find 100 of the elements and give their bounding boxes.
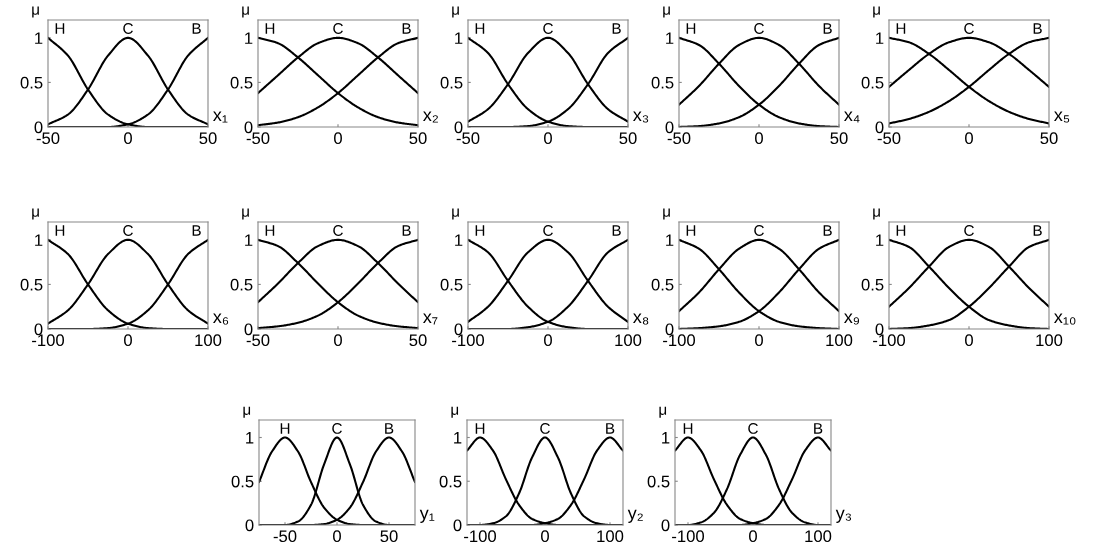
y-axis-title: μ	[659, 406, 667, 418]
x-axis-title: x₂	[423, 111, 438, 123]
x-tick-label: -100	[873, 334, 906, 347]
series-label: C	[540, 423, 550, 434]
series-label: H	[683, 423, 693, 434]
x-tick-label: -100	[464, 530, 497, 543]
series-label: H	[55, 225, 65, 236]
y-axis-title: μ	[32, 6, 39, 18]
y-axis-title: μ	[873, 208, 880, 220]
y-axis-title: μ	[242, 208, 249, 220]
x-tick-label: -50	[456, 132, 480, 145]
x-tick-label: -100	[32, 334, 65, 347]
y-tick-label: 1	[666, 234, 674, 246]
series-label: C	[123, 225, 133, 236]
x-tick-label: 0	[544, 334, 552, 347]
x-tick-label: -50	[246, 334, 270, 347]
y-tick-label: 0	[661, 519, 670, 532]
x-tick-label: 100	[1036, 334, 1063, 347]
x-tick-label: 50	[409, 334, 427, 347]
x-axis-title: x₃	[633, 111, 649, 123]
series-label: B	[402, 225, 411, 236]
y-tick-label: 0	[453, 519, 462, 532]
series-label: H	[475, 423, 485, 434]
series-label: H	[265, 225, 275, 236]
x-axis-title: y₁	[419, 509, 435, 523]
y-tick-label: 0.5	[861, 278, 884, 291]
x-axis-title: y₂	[627, 509, 643, 523]
series-label: C	[748, 423, 758, 434]
x-tick-label: 0	[124, 132, 132, 145]
y-tick-label: 1	[246, 432, 254, 444]
series-label: H	[686, 225, 696, 236]
series-label: C	[754, 225, 764, 236]
y-axis-title: μ	[452, 208, 459, 220]
series-label: B	[385, 423, 394, 434]
y-tick-label: 0	[244, 121, 253, 134]
y-axis-title: μ	[243, 406, 251, 418]
series-label: H	[686, 23, 696, 34]
y-tick-label: 0	[454, 323, 463, 336]
x-tick-label: 50	[619, 132, 637, 145]
series-label: H	[475, 225, 485, 236]
series-label: H	[55, 23, 65, 34]
y-axis-title: μ	[873, 6, 880, 18]
x-tick-label: 0	[755, 132, 763, 145]
x-tick-label: 0	[541, 530, 549, 543]
x-tick-label: -100	[663, 334, 696, 347]
x-axis-title: x₅	[1054, 111, 1070, 123]
y-tick-label: 0	[875, 121, 884, 134]
y-tick-label: 0	[665, 323, 674, 336]
y-tick-label: 1	[245, 32, 253, 44]
series-label: H	[896, 225, 906, 236]
y-tick-label: 1	[876, 234, 884, 246]
y-tick-label: 0	[245, 519, 254, 532]
y-axis-title: μ	[663, 208, 670, 220]
series-label: H	[265, 23, 275, 34]
x-axis-title: x₇	[423, 313, 438, 325]
x-tick-label: -50	[36, 132, 60, 145]
series-label: H	[896, 23, 906, 34]
y-tick-label: 0	[875, 323, 884, 336]
series-label: C	[123, 23, 133, 34]
y-axis-title: μ	[663, 6, 670, 18]
y-tick-label: 0.5	[231, 475, 254, 488]
x-axis-title: x₆	[213, 313, 229, 325]
series-label: B	[823, 23, 832, 34]
x-tick-label: 50	[830, 132, 848, 145]
y-tick-label: 0	[244, 323, 253, 336]
y-axis-title: μ	[32, 208, 39, 220]
y-tick-label: 0	[665, 121, 674, 134]
x-tick-label: 0	[749, 530, 757, 543]
x-tick-label: 100	[826, 334, 853, 347]
x-tick-label: 0	[124, 334, 132, 347]
y-tick-label: 1	[876, 32, 884, 44]
y-tick-label: 0.5	[20, 278, 43, 291]
y-tick-label: 0	[34, 323, 43, 336]
x-tick-label: -100	[672, 530, 705, 543]
x-tick-label: 50	[199, 132, 217, 145]
x-tick-label: 0	[544, 132, 552, 145]
series-label: C	[543, 23, 553, 34]
series-label: C	[333, 225, 343, 236]
series-label: H	[280, 423, 290, 434]
y-tick-label: 1	[455, 234, 463, 246]
y-tick-label: 1	[35, 234, 43, 246]
x-tick-label: 0	[965, 132, 973, 145]
x-tick-label: 100	[615, 334, 642, 347]
y-tick-label: 0.5	[440, 278, 463, 291]
series-label: B	[823, 225, 832, 236]
y-tick-label: 0.5	[230, 76, 253, 89]
x-tick-label: 0	[755, 334, 763, 347]
x-tick-label: -100	[452, 334, 485, 347]
series-label: H	[475, 23, 485, 34]
y-tick-label: 0.5	[651, 278, 674, 291]
series-label: C	[333, 23, 343, 34]
series-label: C	[754, 23, 764, 34]
y-axis-title: μ	[451, 406, 459, 418]
y-tick-label: 0.5	[20, 76, 43, 89]
series-label: B	[612, 23, 621, 34]
series-label: B	[192, 225, 201, 236]
x-tick-label: 100	[805, 530, 832, 543]
x-tick-label: -50	[667, 132, 691, 145]
series-label: B	[402, 23, 411, 34]
x-axis-title: y₃	[835, 509, 852, 523]
